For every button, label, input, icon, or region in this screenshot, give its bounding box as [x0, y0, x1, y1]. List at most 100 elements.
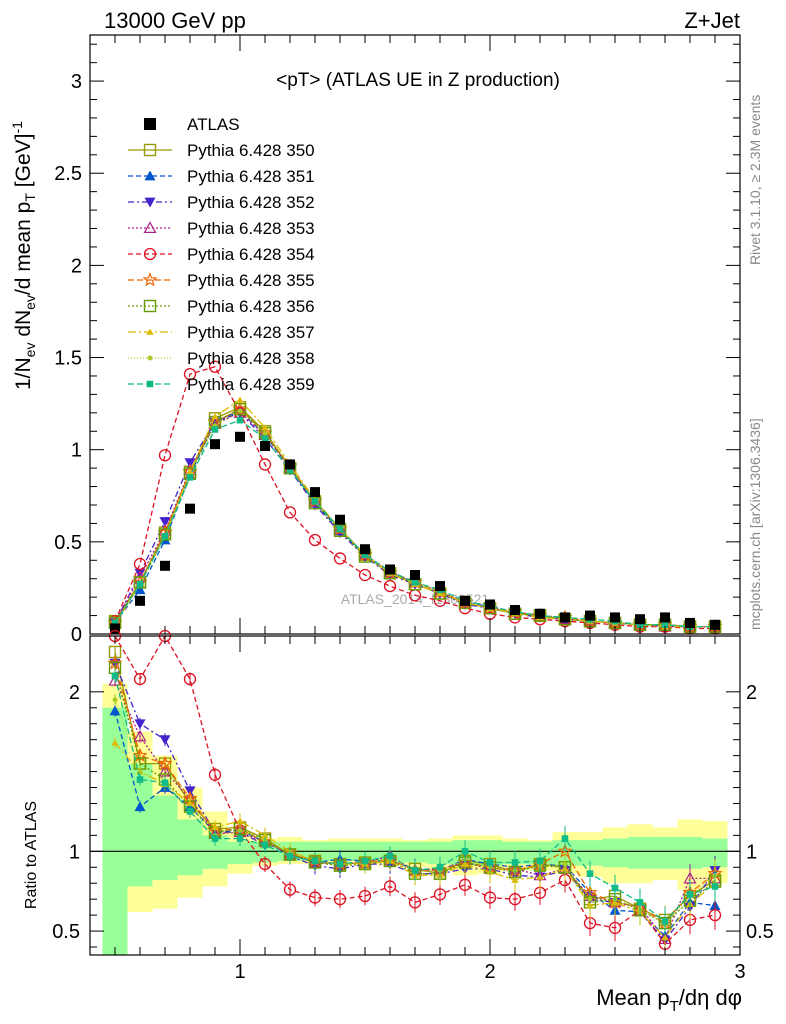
- ratio-y-tick-label-right: 0.5: [746, 921, 774, 943]
- y-tick-label: 2.5: [54, 163, 82, 185]
- inner-band-bin: [602, 838, 628, 868]
- ratio-panel: 0.5 0.5 1 1 2 2 1 2 3: [52, 629, 774, 983]
- top-y-axis-title-h: -1: [9, 121, 25, 134]
- series-point: [186, 474, 194, 481]
- series-point: [562, 861, 568, 867]
- series-point: [386, 852, 394, 860]
- series-point: [283, 883, 297, 896]
- series-point: [159, 735, 171, 746]
- series-point: [133, 672, 147, 686]
- legend-item: Pythia 6.428 355: [128, 271, 315, 290]
- series-point: [186, 808, 194, 815]
- legend-label: Pythia 6.428 351: [187, 167, 315, 186]
- series-point: [283, 506, 297, 519]
- atlas-data-point: [385, 564, 395, 575]
- legend-item: Pythia 6.428 357: [128, 323, 315, 342]
- legend-marker: [146, 380, 154, 388]
- series-point: [184, 458, 196, 469]
- atlas-data-point: [360, 544, 370, 555]
- legend-label: ATLAS: [187, 115, 240, 134]
- series-point: [408, 896, 422, 909]
- series-point: [158, 528, 172, 541]
- top-y-axis-title-a: 1/N: [12, 357, 35, 390]
- series-point: [261, 841, 269, 849]
- series-point: [133, 557, 147, 571]
- series-point: [336, 525, 344, 533]
- legend-item: Pythia 6.428 352: [128, 193, 315, 212]
- legend-marker: [147, 355, 153, 361]
- top-panel: 0 0.5 1 1.5 2 2.5 3: [54, 34, 741, 646]
- legend-label: Pythia 6.428 354: [187, 245, 315, 264]
- inner-band-bin: [402, 841, 428, 863]
- atlas-data-point: [660, 612, 670, 623]
- inner-band-bin: [677, 836, 703, 869]
- x-axis-title-c: /dη dφ: [679, 985, 742, 1010]
- series-point: [133, 576, 147, 589]
- ratio-y-tick-label-right: 1: [746, 841, 757, 863]
- ratio-y-tick-label: 1: [69, 841, 80, 863]
- x-tick-label: 1: [234, 961, 245, 983]
- legend-marker: [143, 221, 157, 233]
- atlas-data-point: [610, 612, 620, 623]
- series-point: [636, 621, 644, 629]
- x-axis-title-a: Mean p: [596, 985, 669, 1010]
- inner-band-bin: [652, 836, 678, 869]
- series-point: [333, 893, 347, 906]
- inner-band-bin: [227, 841, 253, 865]
- series-point: [112, 697, 118, 703]
- series-point: [157, 755, 173, 771]
- series-point: [111, 672, 119, 680]
- series-point: [433, 888, 447, 901]
- atlas-data-point: [135, 595, 145, 606]
- series-point: [286, 852, 294, 860]
- series-point: [134, 584, 146, 595]
- y-tick-label: 1.5: [54, 348, 82, 370]
- atlas-data-point: [685, 617, 695, 628]
- series-point: [486, 859, 494, 866]
- inner-band-bin: [177, 819, 203, 876]
- legend-marker: [144, 170, 156, 181]
- series-point: [236, 416, 244, 424]
- legend-marker: [143, 299, 157, 313]
- legend-label: Pythia 6.428 350: [187, 141, 315, 160]
- inner-band-bin: [627, 836, 653, 869]
- atlas-data-point: [160, 560, 170, 571]
- top-y-axis-title-c: dN: [12, 310, 35, 343]
- atlas-data-point: [185, 503, 195, 514]
- series-point: [536, 857, 544, 865]
- atlas-data-group: [110, 431, 720, 634]
- legend-item: Pythia 6.428 358: [128, 349, 315, 368]
- legend-marker: [146, 328, 154, 335]
- legend-label: Pythia 6.428 355: [187, 271, 315, 290]
- x-tick-label: 3: [734, 961, 745, 983]
- ratio-y-tick-label: 0.5: [52, 921, 80, 943]
- legend-marker: [144, 118, 156, 130]
- rivet-version-label: Rivet 3.1.10, ≥ 2.3M events: [747, 95, 763, 265]
- series-point: [383, 880, 397, 893]
- series-point: [134, 568, 146, 579]
- series-point: [211, 824, 219, 831]
- y-tick-label: 3: [71, 71, 82, 93]
- series-point: [383, 579, 397, 593]
- top-y-axis-title-d: ev: [22, 295, 38, 310]
- series-point: [237, 828, 243, 834]
- series-point: [711, 883, 719, 890]
- series-point: [237, 408, 243, 414]
- series-point: [333, 552, 347, 565]
- y-tick-label: 0: [71, 624, 82, 646]
- legend-marker: [143, 143, 157, 157]
- header-process-label: 13000 GeV pp: [104, 8, 246, 33]
- series-point: [336, 860, 344, 868]
- legend-label: Pythia 6.428 357: [187, 323, 315, 342]
- top-y-axis-title-f: T: [22, 193, 38, 202]
- series-point: [458, 878, 472, 891]
- series-point: [511, 859, 519, 866]
- series-point: [161, 779, 169, 787]
- series-point: [661, 918, 669, 925]
- series-point: [258, 458, 272, 471]
- series-point: [286, 466, 294, 474]
- series-point: [636, 899, 644, 906]
- mcplots-source-label: mcplots.cern.ch [arXiv:1306.3436]: [747, 418, 763, 630]
- atlas-data-point: [435, 581, 445, 592]
- series-point: [483, 891, 497, 904]
